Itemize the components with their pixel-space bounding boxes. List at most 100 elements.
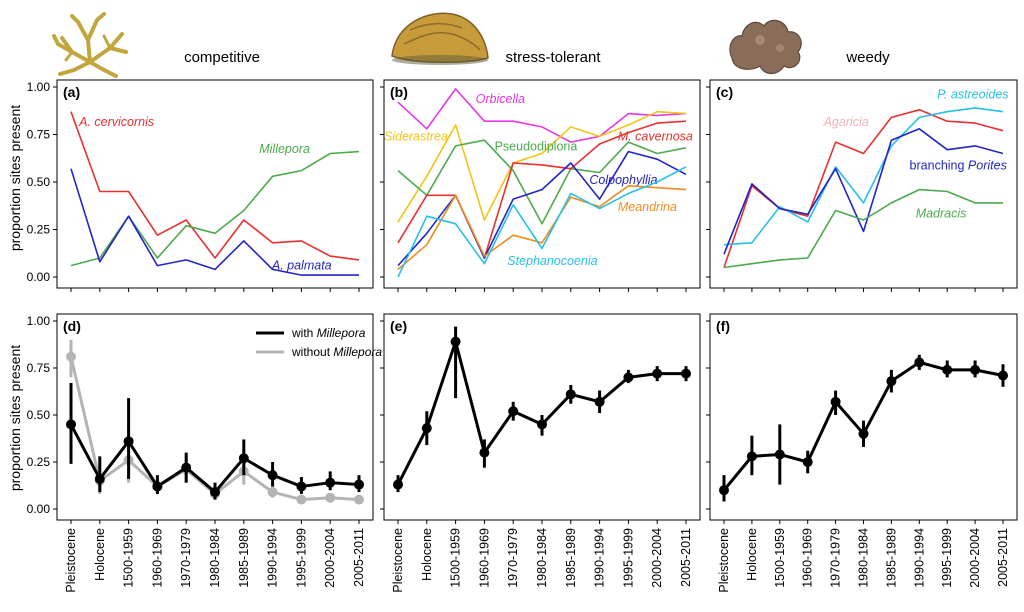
data-point-with-millepora [210, 487, 220, 498]
series-line-overall [396, 340, 686, 486]
y-axis-title-bottom: proportion sites present [7, 345, 23, 491]
x-tick-label: 2005-2011 [996, 528, 1010, 587]
data-point-with-millepora [94, 473, 105, 484]
data-point-overall [652, 368, 663, 379]
x-tick-label: 1980-1984 [535, 528, 549, 588]
x-tick-label: 1980-1984 [857, 528, 871, 588]
x-tick-label: 2005-2011 [352, 528, 366, 587]
data-point-without-millepora [267, 487, 278, 498]
series-line-colpophyllia [397, 150, 687, 267]
x-tick-label: 2000-2004 [968, 528, 982, 588]
strategy-title-competitive: competitive [184, 49, 260, 66]
x-tick-label: Pleistocene [64, 528, 78, 593]
x-tick-label: 1960-1969 [477, 528, 491, 588]
legend: with Millepora without Millepora [256, 326, 382, 359]
x-tick-label: 1990-1994 [912, 528, 926, 588]
series-line-m-cavernosa [397, 120, 687, 259]
panel-label-f: (f) [716, 318, 730, 334]
series-label-siderastrea: Siderastrea [384, 129, 448, 143]
series-line-meandrina [397, 185, 687, 271]
x-tick-label: 1985-1989 [564, 528, 578, 588]
data-point-overall [393, 479, 403, 490]
x-tick-label: Pleistocene [391, 528, 405, 593]
x-tick-label: Holocene [93, 528, 107, 581]
series-line-orbicella [397, 88, 687, 143]
series-line-a-cervicornis [70, 111, 360, 261]
series-label-pseudodiploria: Pseudodiploria [495, 140, 578, 154]
data-point-overall [681, 368, 691, 379]
x-tick-label: Pleistocene [717, 528, 731, 593]
data-point-overall [970, 364, 981, 375]
x-tick-label: 1990-1994 [266, 528, 280, 588]
series-line-pseudodiploria [397, 139, 687, 225]
data-point-overall [421, 423, 432, 434]
x-tick-label: 2000-2004 [323, 528, 337, 588]
data-point-with-millepora [123, 436, 134, 447]
data-point-overall [565, 389, 576, 400]
data-point-overall [830, 396, 841, 407]
series-label-colpophyllia: Colpophyllia [589, 173, 657, 187]
series-line-without-millepora [69, 356, 360, 502]
panel-d: 0.00 0.25 0.50 0.75 1.00 Pleistocene Holocene 1… [27, 313, 374, 593]
series-label-meandrina: Meandrina [618, 200, 677, 214]
series-line-p-astreoides [723, 107, 1004, 246]
data-point-without-millepora [296, 494, 307, 505]
panel-label-a: (a) [63, 84, 80, 100]
x-tick-label: 1970-1979 [829, 528, 843, 588]
data-point-with-millepora [66, 419, 76, 430]
series-label-p-astreoides: P. astreoides [937, 88, 1008, 102]
x-tick-label: 2005-2011 [679, 528, 693, 587]
x-tick-label: Holocene [420, 528, 434, 581]
series-label-millepora: Millepora [259, 142, 310, 156]
x-tick-label: 1995-1999 [294, 528, 308, 588]
series-line-stephanocoenia [397, 166, 687, 278]
series-line-agaricia [723, 109, 1004, 268]
x-tick-label: 1995-1999 [621, 528, 635, 588]
data-point-overall [450, 336, 461, 347]
data-point-with-millepora [267, 470, 278, 481]
panel-frame [709, 313, 1018, 521]
x-tick-label: 1995-1999 [940, 528, 954, 588]
legend-label-without-millepora: without Millepora [291, 345, 382, 359]
x-tick-label: 1500-1959 [122, 528, 136, 588]
series-label-agaricia: Agaricia [823, 115, 869, 129]
y-tick-label: 0.00 [27, 270, 51, 284]
y-tick-label: 0.50 [27, 175, 51, 189]
series-line-branching-porites [723, 128, 1004, 255]
y-tick-label: 0.75 [27, 361, 51, 375]
y-tick-label: 0.50 [27, 408, 51, 422]
series-line-a-palmata [70, 168, 359, 276]
panel-c: (c) Agaricia P. astreoides branching Porite… [706, 79, 1018, 292]
weedy-coral-image [729, 19, 802, 75]
y-tick-label: 0.75 [27, 128, 51, 142]
data-point-with-millepora [354, 479, 364, 490]
series-line-siderastrea [397, 110, 687, 223]
data-point-overall [479, 447, 490, 458]
x-tick-label: 1960-1969 [150, 528, 164, 588]
x-tick-label: 1980-1984 [208, 528, 222, 588]
panel-frame [709, 79, 1018, 289]
panel-label-e: (e) [390, 318, 407, 334]
data-point-without-millepora [354, 494, 364, 505]
series-label-madracis: Madracis [916, 206, 967, 220]
series-label-a-palmata: A. palmata [271, 258, 332, 272]
panel-e: Pleistocene Holocene 1500-1959 1960-1969 197… [380, 313, 701, 593]
data-point-overall [942, 364, 953, 375]
data-point-overall [537, 419, 547, 430]
series-label-orbicella: Orbicella [476, 92, 525, 106]
data-point-without-millepora [66, 351, 76, 362]
panel-f: Pleistocene Holocene 1500-1959 1960-1969 197… [706, 313, 1018, 593]
y-tick-label: 0.25 [27, 223, 51, 237]
data-point-with-millepora [325, 477, 336, 488]
strategy-title-weedy: weedy [845, 49, 890, 66]
data-point-overall [746, 451, 757, 462]
series-line-with-millepora [69, 423, 360, 494]
data-point-overall [914, 357, 925, 368]
series-label-branching-porites: branching Porites [910, 158, 1007, 172]
data-point-overall [594, 396, 605, 407]
x-tick-label: 1970-1979 [179, 528, 193, 588]
data-point-overall [508, 406, 519, 417]
y-tick-label: 0.25 [27, 455, 51, 469]
series-label-m-cavernosa: M. cavernosa [618, 129, 693, 143]
legend-label-with-millepora: with Millepora [291, 326, 366, 340]
